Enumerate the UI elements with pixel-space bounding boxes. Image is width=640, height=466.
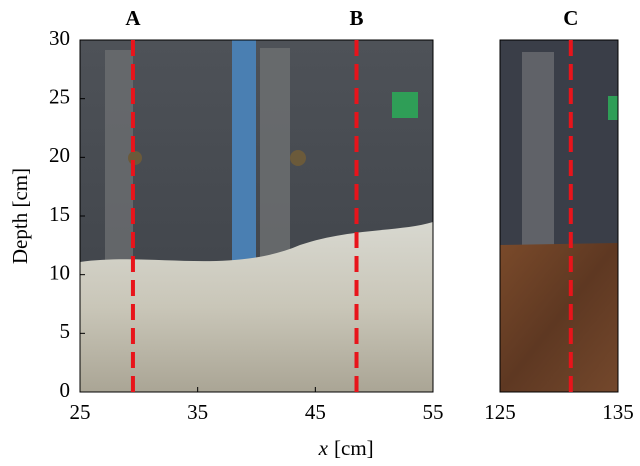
y-tick-label: 0 (60, 378, 71, 402)
marker-label: A (125, 6, 141, 30)
x-axis-label-var: x (318, 436, 329, 460)
photo-right (500, 40, 618, 392)
y-tick-label: 15 (49, 202, 70, 226)
panel-frame (499, 39, 619, 393)
y-tick-label: 10 (49, 260, 70, 284)
panel-frame (79, 39, 434, 393)
y-tick-label: 20 (49, 143, 70, 167)
x-tick-label: 35 (187, 400, 208, 424)
y-axis-label: Depth [cm] (8, 168, 32, 264)
x-axis-label-unit: [cm] (334, 436, 374, 460)
x-tick-label: 135 (602, 400, 634, 424)
x-tick-label: 25 (70, 400, 91, 424)
marker-label: C (563, 6, 578, 30)
x-tick-label: 55 (423, 400, 444, 424)
marker-label: B (350, 6, 364, 30)
x-tick-label: 125 (484, 400, 516, 424)
x-tick-label: 45 (305, 400, 326, 424)
photo-left (80, 40, 433, 392)
y-tick-label: 5 (60, 319, 71, 343)
y-tick-label: 30 (49, 26, 70, 50)
y-tick-label: 25 (49, 84, 70, 108)
